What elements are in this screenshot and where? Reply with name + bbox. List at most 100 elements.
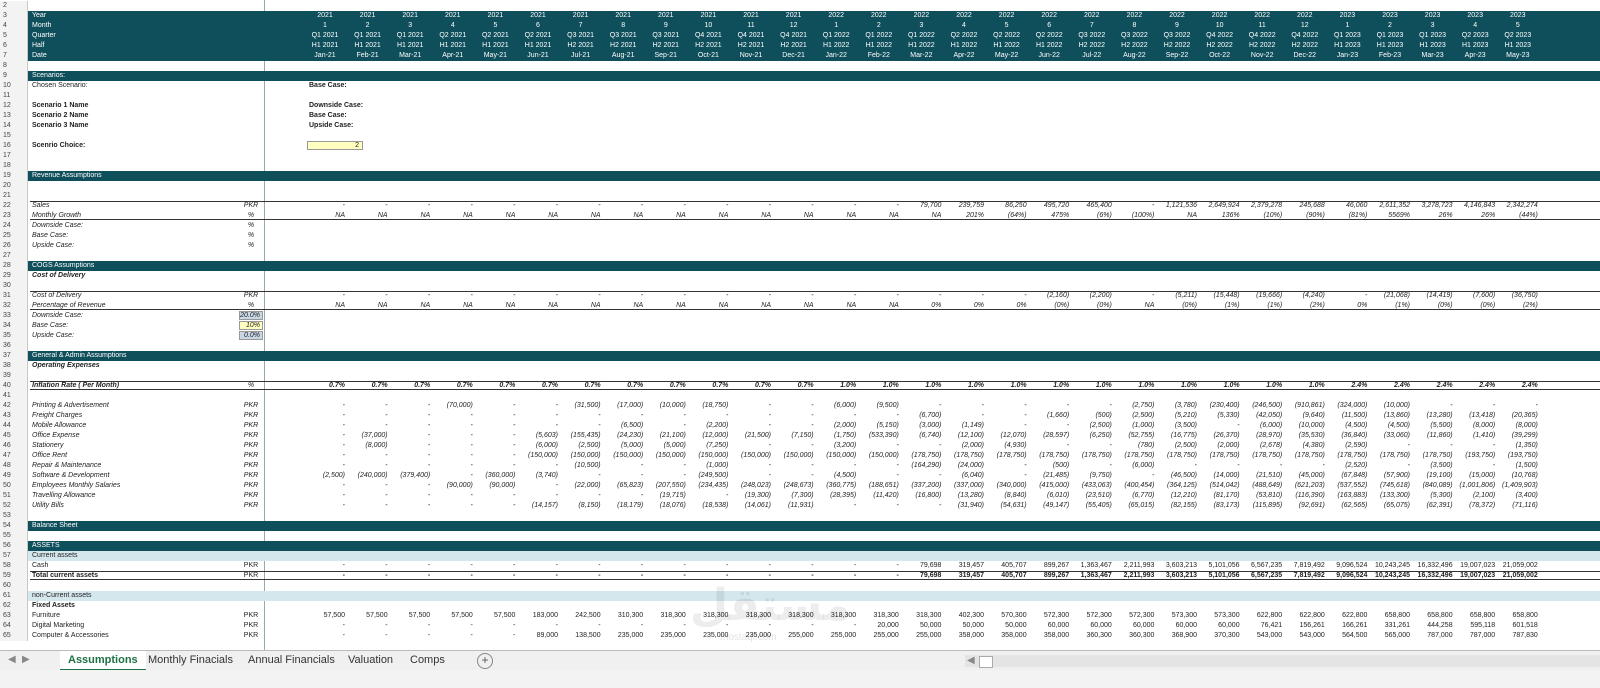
header-cell[interactable]: Q2 2022 (993, 32, 1021, 39)
value-cell[interactable]: 899,267 (1043, 562, 1070, 569)
value-cell[interactable]: (337,000) (954, 482, 984, 489)
header-cell[interactable]: Q2 2023 (1504, 32, 1532, 39)
header-cell[interactable]: 12 (1300, 22, 1309, 29)
value-cell[interactable]: (36,840) (1341, 432, 1368, 439)
header-cell[interactable]: 4 (1473, 22, 1478, 29)
value-cell[interactable]: 242,500 (575, 612, 601, 619)
header-cell[interactable]: Q2 2022 (950, 32, 978, 39)
value-cell[interactable]: - (1194, 462, 1197, 469)
unit-cell[interactable]: % (247, 232, 255, 239)
value-cell[interactable]: 20,000 (877, 622, 899, 629)
scenario-value-cell[interactable]: Upside Case: (309, 122, 354, 129)
value-cell[interactable]: - (342, 412, 345, 419)
value-cell[interactable]: (5,500) (1430, 422, 1453, 429)
value-cell[interactable]: 2,649,924 (1208, 202, 1240, 209)
value-cell[interactable]: - (853, 412, 857, 419)
value-cell[interactable]: NA (718, 302, 729, 309)
value-cell[interactable]: 57,500 (366, 612, 388, 619)
row-label[interactable]: Mobile Allowance (32, 422, 87, 429)
header-cell[interactable]: 10 (704, 22, 713, 29)
value-cell[interactable]: (8,150) (578, 502, 601, 509)
value-cell[interactable]: (6,010) (1047, 492, 1070, 499)
scenario-value-cell[interactable]: Base Case: (309, 82, 347, 89)
value-cell[interactable]: 5569% (1388, 212, 1410, 219)
value-cell[interactable]: - (896, 472, 899, 479)
value-cell[interactable]: 2.4% (1436, 382, 1453, 389)
header-cell[interactable]: H2 2022 (1163, 42, 1191, 49)
value-cell[interactable]: NA (1187, 212, 1197, 219)
value-cell[interactable]: - (385, 492, 388, 499)
value-cell[interactable]: 402,300 (958, 612, 984, 619)
header-cell[interactable]: Jun-21 (527, 52, 549, 59)
row-label[interactable]: Digital Marketing (32, 622, 85, 629)
value-cell[interactable]: - (896, 462, 899, 469)
value-cell[interactable]: 0.7% (755, 382, 771, 389)
value-cell[interactable]: - (1152, 202, 1155, 209)
value-cell[interactable]: 6,567,235 (1251, 562, 1283, 569)
value-cell[interactable]: (1,660) (1047, 412, 1070, 419)
header-cell[interactable]: H1 2023 (1376, 42, 1404, 49)
value-cell[interactable]: - (726, 562, 729, 569)
value-cell[interactable]: - (513, 622, 516, 629)
header-cell[interactable]: H2 2022 (1078, 42, 1106, 49)
value-cell[interactable]: - (470, 412, 473, 419)
row-number[interactable]: 60 (0, 581, 28, 591)
tab-valuation[interactable]: Valuation (348, 654, 394, 666)
value-cell[interactable]: 255,000 (916, 632, 942, 639)
header-cell[interactable]: 2022 (1254, 12, 1270, 19)
value-cell[interactable]: (49,147) (1043, 502, 1070, 509)
value-cell[interactable]: 0.7% (584, 382, 601, 389)
header-cell[interactable]: 2022 (1211, 12, 1228, 19)
unit-cell[interactable]: PKR (243, 632, 259, 639)
header-cell[interactable]: 3 (919, 22, 924, 29)
header-cell[interactable]: Q2 2023 (1461, 32, 1489, 39)
value-cell[interactable]: - (1492, 402, 1496, 409)
value-cell[interactable]: - (598, 562, 601, 569)
value-cell[interactable]: 239,759 (958, 202, 984, 209)
value-cell[interactable]: - (768, 622, 771, 629)
value-cell[interactable]: (57,900) (1383, 472, 1410, 479)
value-cell[interactable]: (45,000) (1298, 472, 1325, 479)
header-cell[interactable]: Dec-21 (782, 52, 805, 59)
value-cell[interactable]: - (1066, 442, 1070, 449)
header-cell[interactable]: 2023 (1339, 12, 1356, 19)
row-number[interactable]: 61 (0, 591, 28, 601)
value-cell[interactable]: (21,100) (659, 432, 686, 439)
value-cell[interactable]: - (555, 622, 558, 629)
value-cell[interactable]: (14,419) (1426, 292, 1453, 299)
value-cell[interactable]: 0.7% (329, 382, 345, 389)
value-cell[interactable]: 658,800 (1427, 612, 1453, 619)
value-cell[interactable]: NA (931, 212, 942, 219)
value-cell[interactable]: (90%) (1306, 212, 1325, 219)
value-cell[interactable]: (6,770) (1132, 492, 1155, 499)
value-cell[interactable]: (14,000) (1213, 472, 1240, 479)
value-cell[interactable]: - (1237, 422, 1240, 429)
value-cell[interactable]: 475% (1051, 212, 1070, 219)
row-label[interactable]: Scenario 3 Name (32, 122, 89, 129)
value-cell[interactable]: NA (846, 212, 857, 219)
value-cell[interactable]: 1.0% (1308, 382, 1325, 389)
value-cell[interactable]: - (640, 202, 644, 209)
value-cell[interactable]: (13,860) (1383, 412, 1410, 419)
value-cell[interactable]: - (1279, 462, 1283, 469)
header-cell[interactable]: Q1 2023 (1376, 32, 1404, 39)
value-cell[interactable]: (514,042) (1209, 482, 1240, 489)
value-cell[interactable]: 658,800 (1512, 612, 1538, 619)
value-cell[interactable]: - (853, 502, 857, 509)
value-cell[interactable]: 0.7% (371, 382, 388, 389)
header-cell[interactable]: Apr-21 (442, 52, 464, 59)
value-cell[interactable]: (500) (1095, 412, 1112, 419)
value-cell[interactable]: - (853, 292, 857, 299)
row-number[interactable]: 29 (0, 271, 28, 281)
value-cell[interactable]: (4,500) (1345, 422, 1368, 429)
scenario-choice-input[interactable]: 2 (307, 141, 363, 150)
value-cell[interactable]: (0%) (1097, 302, 1112, 309)
value-cell[interactable]: (178,750) (1294, 452, 1325, 459)
value-cell[interactable]: (207,550) (655, 482, 686, 489)
value-cell[interactable]: 235,000 (703, 632, 729, 639)
value-cell[interactable]: 622,800 (1256, 612, 1283, 619)
value-cell[interactable]: NA (420, 212, 431, 219)
value-cell[interactable]: 50,000 (962, 622, 984, 629)
value-cell[interactable]: - (768, 402, 771, 409)
value-cell[interactable]: (2,590) (1345, 442, 1368, 449)
